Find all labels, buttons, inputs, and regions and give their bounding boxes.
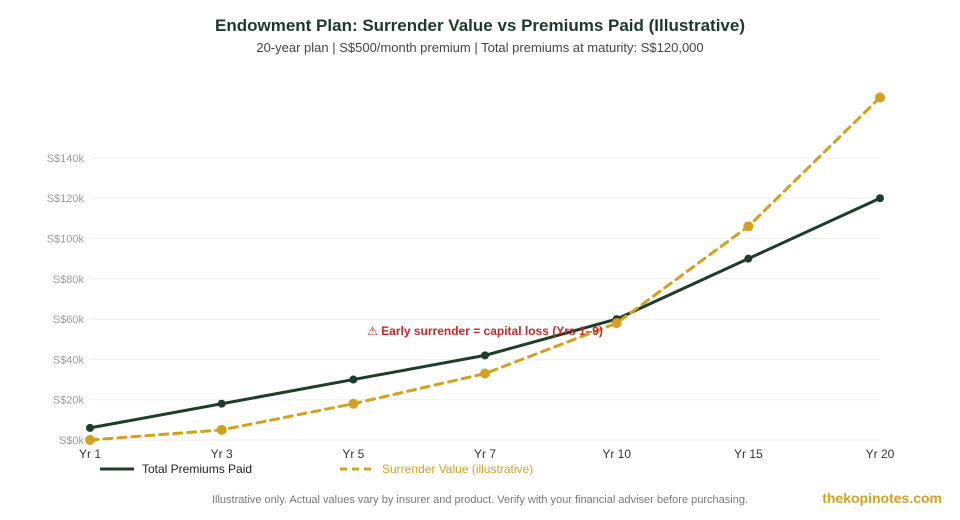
series-lines xyxy=(85,92,885,445)
x-tick-label: Yr 7 xyxy=(474,447,496,461)
legend-label-2: Surrender Value (illustrative) xyxy=(382,462,533,476)
brand-watermark: thekopinotes.com xyxy=(822,490,942,506)
x-tick-label: Yr 5 xyxy=(342,447,364,461)
y-tick-label: S$100k xyxy=(47,234,85,246)
y-tick-label: S$20k xyxy=(53,395,85,407)
legend-label-1: Total Premiums Paid xyxy=(142,462,252,476)
y-tick-label: S$120k xyxy=(47,193,85,205)
series-line-1 xyxy=(88,196,882,430)
grid-lines xyxy=(90,157,880,441)
y-tick-label: S$40k xyxy=(53,354,85,366)
data-point xyxy=(86,423,94,432)
data-point xyxy=(875,92,885,103)
data-point xyxy=(481,351,489,360)
legend: Total Premiums Paid Surrender Value (illu… xyxy=(100,462,533,476)
annotation-text: ⚠ Early surrender = capital loss (Yrs 1–… xyxy=(367,324,603,338)
chart-title: Endowment Plan: Surrender Value vs Premi… xyxy=(215,16,745,35)
y-axis-ticks: S$0k S$20k S$40k S$60k S$80k S$100k S$120k S$14… xyxy=(47,153,85,447)
y-tick-label: S$80k xyxy=(53,274,85,286)
annotations: ⚠ Early surrender = capital loss (Yrs 1–… xyxy=(367,324,603,338)
y-tick-label: S$140k xyxy=(47,153,85,165)
x-tick-label: Yr 3 xyxy=(211,447,233,461)
data-point xyxy=(480,368,490,379)
x-tick-label: Yr 10 xyxy=(602,447,631,461)
data-point xyxy=(217,399,226,408)
data-point xyxy=(349,375,358,384)
line-chart: S$0k S$20k S$40k S$60k S$80k S$100k S$120k S$14… xyxy=(47,92,895,476)
data-point xyxy=(216,424,227,435)
series-line-2 xyxy=(88,95,882,442)
x-tick-label: Yr 1 xyxy=(79,447,101,461)
data-point xyxy=(876,194,884,203)
y-tick-label: S$0k xyxy=(59,435,85,447)
data-point xyxy=(348,398,359,409)
footnote: Illustrative only. Actual values vary by… xyxy=(211,494,748,506)
y-tick-label: S$60k xyxy=(53,314,85,326)
data-point xyxy=(743,221,754,232)
chart-subtitle: 20-year plan | S$500/month premium | Tot… xyxy=(256,40,704,55)
x-axis-ticks: Yr 1 Yr 3 Yr 5 Yr 7 Yr 10 Yr 15 Yr 20 xyxy=(79,447,895,461)
x-tick-label: Yr 15 xyxy=(734,447,763,461)
x-tick-label: Yr 20 xyxy=(866,447,895,461)
data-point xyxy=(85,435,95,445)
data-point xyxy=(744,254,753,263)
data-point xyxy=(611,318,622,329)
